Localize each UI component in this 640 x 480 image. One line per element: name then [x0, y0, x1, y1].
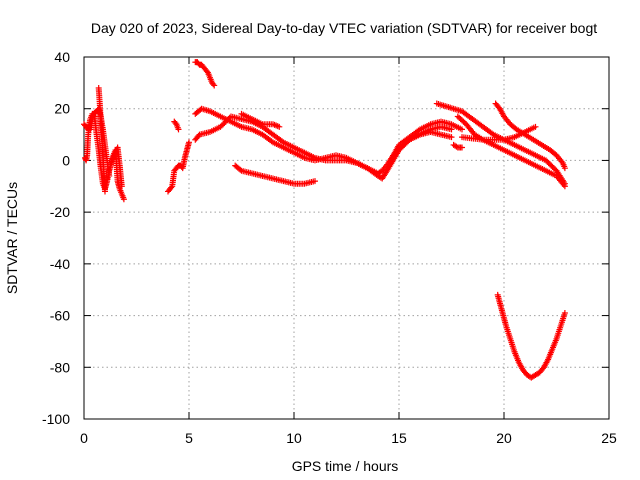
- data-point: [120, 196, 127, 203]
- plot-frame: [83, 56, 610, 420]
- x-tick-label: 15: [391, 430, 407, 446]
- series-track-h: [192, 59, 218, 89]
- data-point: [102, 188, 108, 195]
- data-point: [86, 123, 93, 130]
- data-point: [532, 123, 539, 130]
- data-point: [448, 126, 455, 133]
- y-tick-label: -100: [42, 411, 70, 427]
- data-point: [210, 81, 217, 88]
- tick-labels: 0 5 10 15 20 25 -100 -80 -60 -40 -20 0 20 40: [42, 49, 617, 446]
- data-point: [237, 166, 244, 173]
- y-tick-label: -40: [50, 256, 70, 272]
- series-track-e: [108, 144, 125, 190]
- data-point: [172, 119, 179, 126]
- x-tick-label: 10: [286, 430, 302, 446]
- y-tick-label: 40: [54, 49, 70, 65]
- data-point: [312, 178, 318, 185]
- x-tick-label: 25: [601, 430, 617, 446]
- series-track-d: [82, 123, 93, 164]
- x-tick-label: 20: [496, 430, 512, 446]
- x-axis-label: GPS time / hours: [292, 458, 399, 474]
- series-track-l: [238, 110, 283, 130]
- y-axis-label: SDTVAR / TECUs: [4, 182, 20, 294]
- grid: [84, 57, 609, 419]
- data-point: [118, 183, 125, 190]
- series-track-r: [450, 141, 465, 151]
- y-tick-label: -80: [50, 359, 70, 375]
- data-point: [459, 144, 465, 151]
- chart-title: Day 020 of 2023, Sidereal Day-to-day VTE…: [91, 20, 597, 36]
- y-tick-label: 20: [54, 101, 70, 117]
- data-point: [561, 165, 568, 172]
- data-point: [561, 183, 568, 190]
- data-point: [211, 82, 218, 89]
- series-track-s: [494, 291, 568, 381]
- data-point: [186, 139, 192, 146]
- data-point: [561, 309, 568, 316]
- series-track-f: [165, 139, 192, 195]
- data-point: [175, 126, 182, 133]
- series-track-k: [232, 162, 318, 187]
- x-tick-label: 0: [80, 430, 88, 446]
- data-point: [203, 68, 210, 75]
- series-track-c: [95, 85, 108, 195]
- data-layer: [81, 59, 568, 381]
- data-point: [106, 172, 113, 179]
- data-point: [276, 123, 283, 130]
- axis-ticks: [83, 56, 610, 420]
- x-tick-label: 5: [185, 430, 193, 446]
- y-tick-label: -60: [50, 308, 70, 324]
- series-track-g: [171, 118, 182, 133]
- series-track-q: [459, 123, 539, 143]
- data-point: [168, 184, 175, 191]
- y-tick-label: 0: [62, 152, 70, 168]
- y-tick-label: -20: [50, 204, 70, 220]
- series-track-m: [385, 123, 455, 167]
- data-point: [459, 126, 465, 133]
- data-point: [448, 134, 455, 141]
